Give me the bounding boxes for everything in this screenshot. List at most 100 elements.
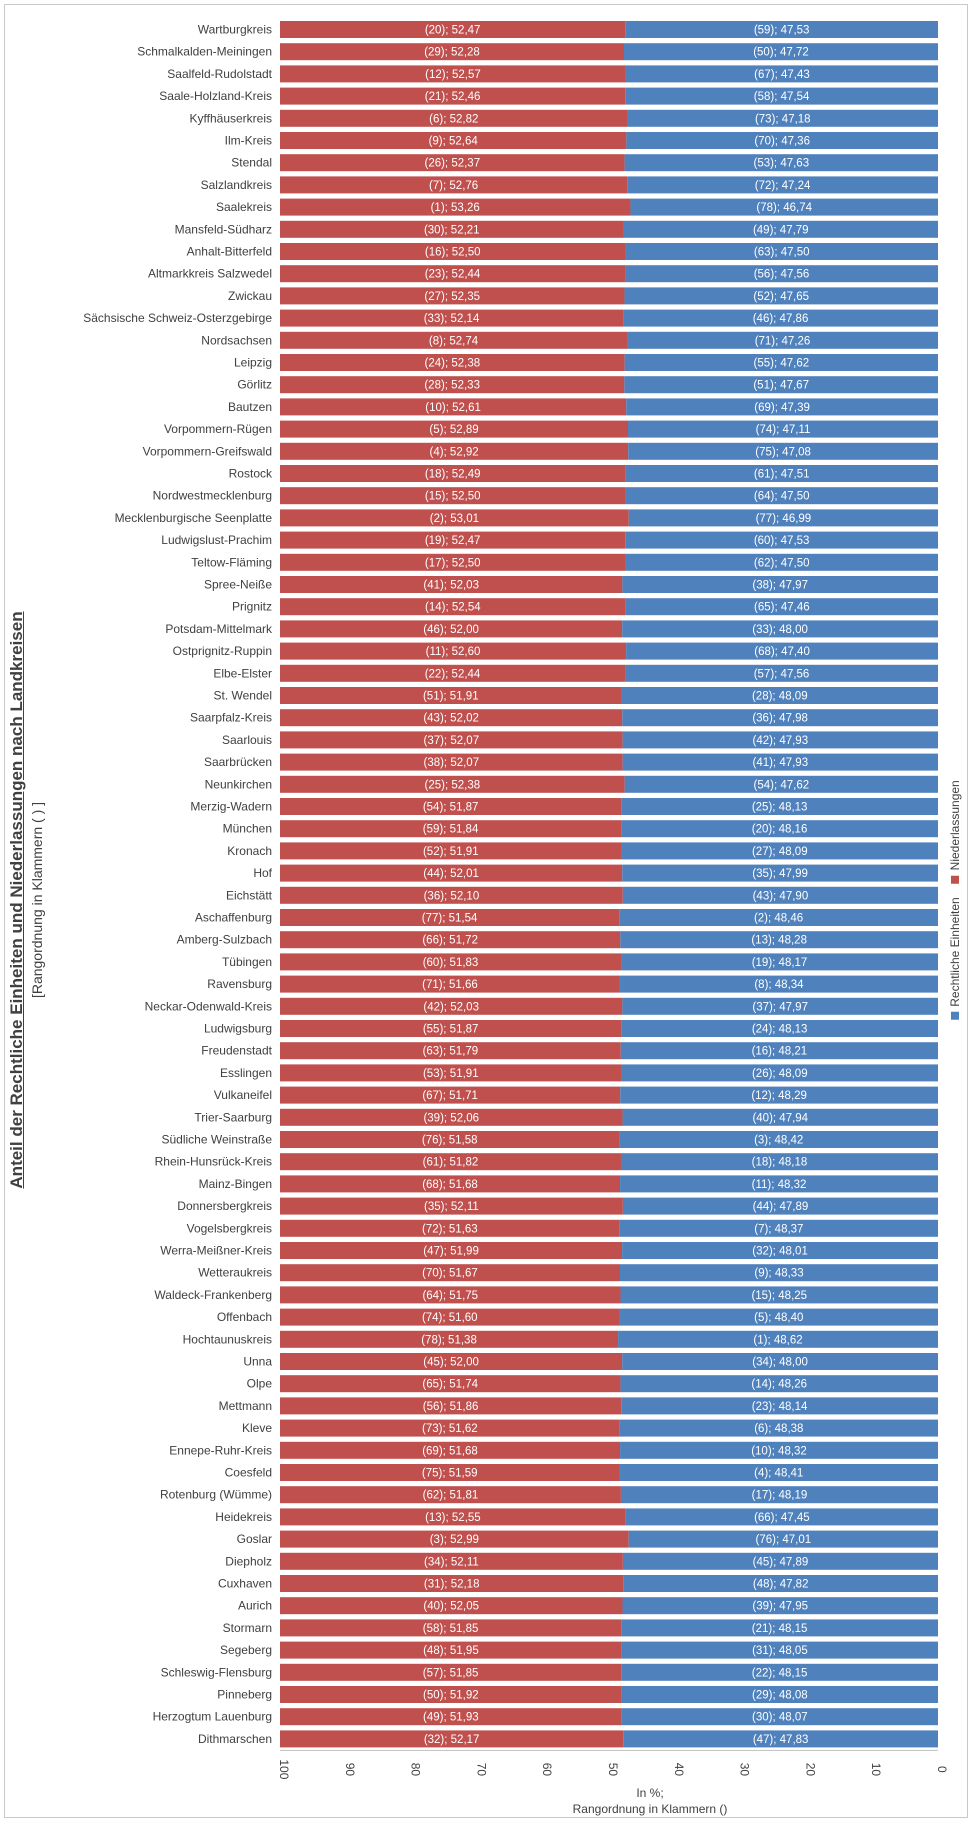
data-label-niederlassungen: (50); 51,92 xyxy=(423,1690,479,1702)
category-label: Aurich xyxy=(238,1599,272,1613)
bar-rechtliche-einheiten xyxy=(621,1020,938,1037)
bar-niederlassungen xyxy=(280,21,626,38)
data-label-rechtliche-einheiten: (56); 47,56 xyxy=(754,269,810,281)
bar-niederlassungen xyxy=(280,1730,624,1748)
bar-rechtliche-einheiten xyxy=(622,1353,938,1370)
category-label: Saarlouis xyxy=(222,733,272,747)
bar-rechtliche-einheiten xyxy=(623,309,938,327)
category-label: Saarpfalz-Kreis xyxy=(190,711,272,725)
x-tick-label: 40 xyxy=(672,1763,686,1777)
bar-rechtliche-einheiten xyxy=(621,1397,938,1415)
data-label-niederlassungen: (24); 52,38 xyxy=(425,358,481,370)
bar-niederlassungen xyxy=(280,376,625,394)
data-label-niederlassungen: (27); 52,35 xyxy=(424,291,480,303)
bar-rechtliche-einheiten xyxy=(621,1686,938,1703)
data-label-niederlassungen: (36); 52,10 xyxy=(424,890,480,902)
data-label-niederlassungen: (63); 51,79 xyxy=(423,1046,479,1058)
category-label: Sächsische Schweiz-Osterzgebirge xyxy=(83,311,272,325)
bar-rechtliche-einheiten xyxy=(623,1575,938,1592)
data-label-niederlassungen: (43); 52,02 xyxy=(423,713,479,725)
data-label-rechtliche-einheiten: (61); 47,51 xyxy=(754,469,810,481)
category-label: Neckar-Odenwald-Kreis xyxy=(145,999,272,1013)
data-label-niederlassungen: (44); 52,01 xyxy=(423,868,479,880)
category-label: Mainz-Bingen xyxy=(199,1177,272,1191)
bar-niederlassungen xyxy=(280,1508,626,1526)
data-label-niederlassungen: (62); 51,81 xyxy=(423,1490,479,1502)
data-label-rechtliche-einheiten: (23); 48,14 xyxy=(752,1401,808,1413)
data-label-rechtliche-einheiten: (36); 47,98 xyxy=(752,713,808,725)
data-label-niederlassungen: (15); 52,50 xyxy=(425,491,481,503)
bar-rechtliche-einheiten xyxy=(628,442,938,460)
category-label: Ilm-Kreis xyxy=(225,134,272,148)
bar-niederlassungen xyxy=(280,931,621,949)
data-label-rechtliche-einheiten: (2); 48,46 xyxy=(754,913,803,925)
data-label-rechtliche-einheiten: (41); 47,93 xyxy=(752,757,808,769)
bar-rechtliche-einheiten xyxy=(625,531,938,549)
data-label-niederlassungen: (45); 52,00 xyxy=(423,1357,479,1369)
bar-niederlassungen xyxy=(280,598,626,616)
data-label-niederlassungen: (23); 52,44 xyxy=(425,269,481,281)
bar-rechtliche-einheiten xyxy=(619,909,938,926)
data-label-niederlassungen: (20); 52,47 xyxy=(425,25,481,37)
data-label-rechtliche-einheiten: (11); 48,32 xyxy=(752,1179,807,1191)
bar-niederlassungen xyxy=(280,132,627,149)
x-axis-title: In %; Rangordnung in Klammern () xyxy=(530,1785,770,1817)
data-label-niederlassungen: (28); 52,33 xyxy=(424,380,480,392)
data-label-niederlassungen: (19); 52,47 xyxy=(425,535,481,547)
data-label-niederlassungen: (37); 52,07 xyxy=(423,735,479,747)
data-label-rechtliche-einheiten: (14); 48,26 xyxy=(751,1379,807,1391)
bar-niederlassungen xyxy=(280,997,623,1015)
data-label-niederlassungen: (2); 53,01 xyxy=(430,513,479,525)
category-label: Teltow-Fläming xyxy=(191,555,272,569)
bar-rechtliche-einheiten xyxy=(618,1330,938,1348)
category-label: Wartburgkreis xyxy=(198,23,272,37)
bar-niederlassungen xyxy=(280,1064,622,1082)
data-label-rechtliche-einheiten: (74); 47,11 xyxy=(756,424,811,436)
data-label-rechtliche-einheiten: (70); 47,36 xyxy=(754,136,810,148)
legend-item-niederlassungen: Niederlassungen xyxy=(948,780,962,884)
data-label-rechtliche-einheiten: (10); 48,32 xyxy=(751,1445,807,1457)
data-label-rechtliche-einheiten: (21); 48,15 xyxy=(752,1623,808,1635)
category-label: Trier-Saarburg xyxy=(194,1110,272,1124)
bar-niederlassungen xyxy=(280,287,625,305)
data-label-niederlassungen: (42); 52,03 xyxy=(423,1001,479,1013)
data-label-niederlassungen: (52); 51,91 xyxy=(423,846,479,858)
data-label-rechtliche-einheiten: (4); 48,41 xyxy=(754,1468,803,1480)
bar-rechtliche-einheiten xyxy=(621,687,938,704)
data-label-rechtliche-einheiten: (20); 48,16 xyxy=(752,824,808,836)
data-label-niederlassungen: (51); 51,91 xyxy=(423,691,479,703)
bar-rechtliche-einheiten xyxy=(620,1042,938,1060)
bar-rechtliche-einheiten xyxy=(622,620,938,638)
bar-rechtliche-einheiten xyxy=(628,420,938,438)
bar-rechtliche-einheiten xyxy=(625,664,938,682)
bar-rechtliche-einheiten xyxy=(619,1464,938,1481)
bar-rechtliche-einheiten xyxy=(619,1264,938,1282)
bar-niederlassungen xyxy=(280,1486,621,1504)
data-label-rechtliche-einheiten: (66); 47,45 xyxy=(754,1512,810,1524)
data-label-rechtliche-einheiten: (13); 48,28 xyxy=(751,935,807,947)
data-label-niederlassungen: (58); 51,85 xyxy=(423,1623,479,1635)
category-label: Werra-Meißner-Kreis xyxy=(160,1244,272,1258)
bar-rechtliche-einheiten xyxy=(625,65,938,83)
bar-rechtliche-einheiten xyxy=(622,1242,938,1259)
category-label: Amberg-Sulzbach xyxy=(177,933,272,947)
bar-niederlassungen xyxy=(280,1308,620,1326)
bar-niederlassungen xyxy=(280,1219,620,1237)
bar-niederlassungen xyxy=(280,753,623,771)
bar-niederlassungen xyxy=(280,1619,622,1637)
bar-rechtliche-einheiten xyxy=(626,398,938,416)
bar-rechtliche-einheiten xyxy=(624,43,938,61)
data-label-rechtliche-einheiten: (9); 48,33 xyxy=(754,1268,803,1280)
data-label-rechtliche-einheiten: (38); 47,97 xyxy=(752,580,808,592)
data-label-niederlassungen: (13); 52,55 xyxy=(425,1512,481,1524)
bar-niederlassungen xyxy=(280,43,625,61)
bar-niederlassungen xyxy=(280,487,626,505)
x-tick-label: 10 xyxy=(869,1763,883,1777)
bar-rechtliche-einheiten xyxy=(625,487,938,505)
bar-niederlassungen xyxy=(280,1686,622,1703)
bar-rechtliche-einheiten xyxy=(620,931,938,949)
chart-subtitle: [Rangordnung in Klammern ( ) ] xyxy=(29,801,45,999)
bar-rechtliche-einheiten xyxy=(621,1619,938,1637)
data-label-rechtliche-einheiten: (27); 48,09 xyxy=(752,846,808,858)
category-label: Vorpommern-Greifswald xyxy=(143,444,272,458)
